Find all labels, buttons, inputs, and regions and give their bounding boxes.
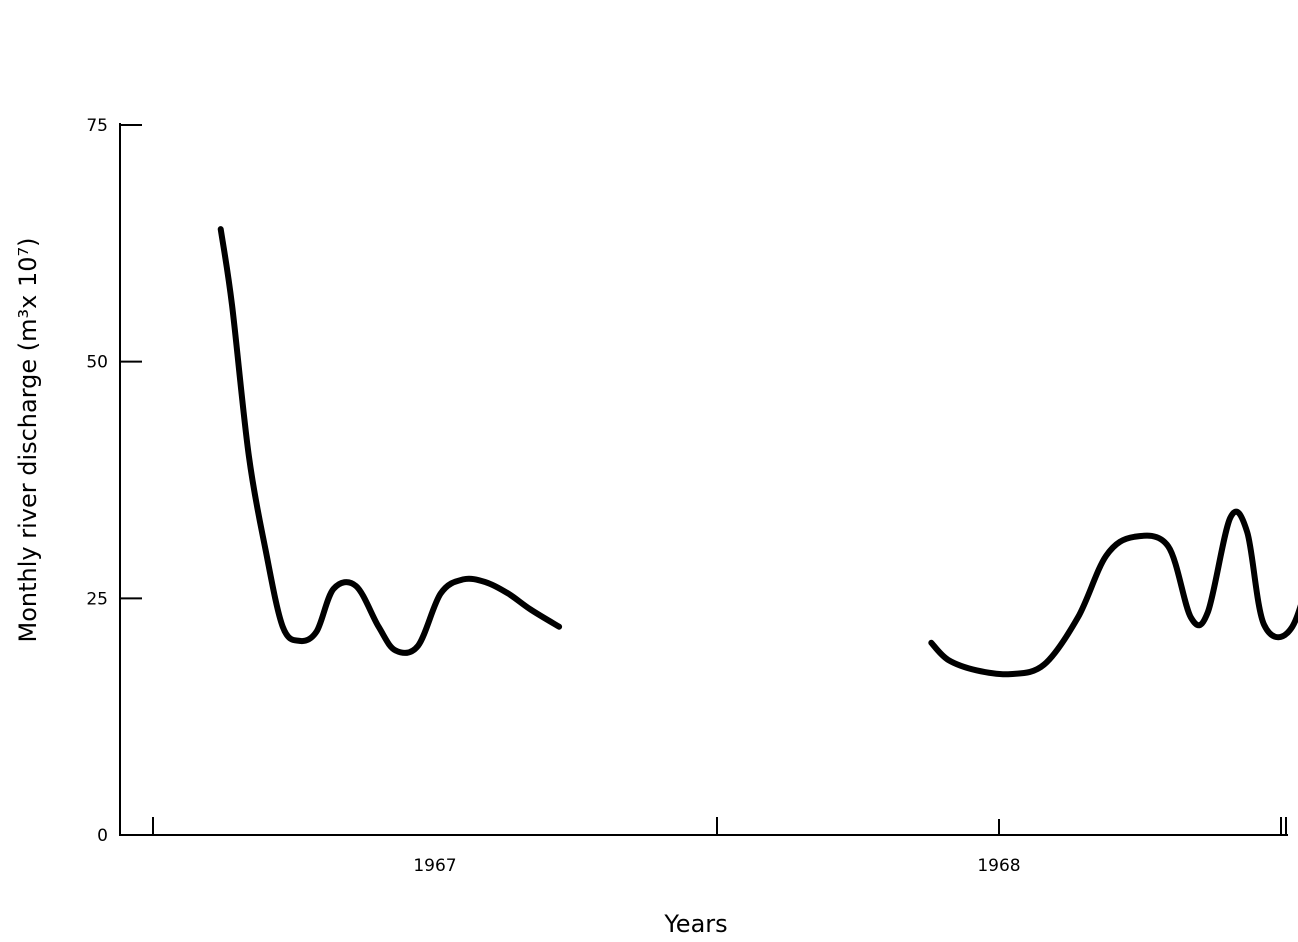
series-line-1 [217, 226, 563, 656]
y-axis-ticks: 0 25 50 75 [86, 116, 142, 846]
y-tick-label-0: 0 [97, 826, 108, 846]
y-tick-label-50: 50 [86, 353, 108, 373]
year-label-1967: 1967 [413, 856, 456, 876]
y-tick-label-25: 25 [86, 589, 108, 609]
chart-labels: Years Monthly river discharge (m³x 10⁷) … [14, 237, 728, 938]
chart-axes [119, 123, 1288, 836]
discharge-series [217, 226, 1298, 678]
y-tick-label-75: 75 [86, 116, 108, 136]
x-axis-ticks: 1967196819691970 [152, 817, 1287, 876]
year-label-1968: 1968 [977, 856, 1020, 876]
series-line-2 [928, 508, 1298, 678]
x-axis-title: Years [663, 910, 727, 938]
y-axis-title: Monthly river discharge (m³x 10⁷) [14, 237, 42, 642]
